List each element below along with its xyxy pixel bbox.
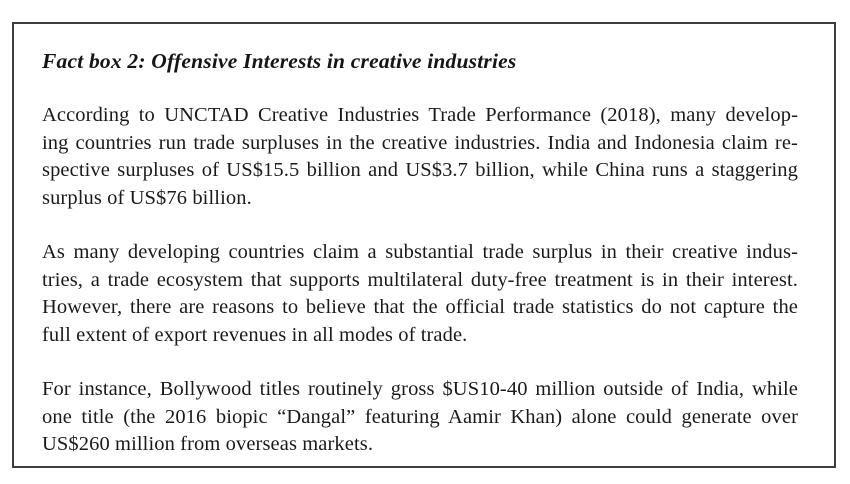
text-line: full extent of export revenues in all mo…	[42, 323, 468, 346]
text-line: spective surpluses of US$15.5 billion an…	[42, 159, 798, 181]
text-line: one title (the 2016 biopic “Dangal” feat…	[42, 405, 798, 428]
paragraph-3: For instance, Bollywood titles routinely…	[42, 376, 798, 459]
paragraph-1: According to UNCTAD Creative Industries …	[42, 102, 798, 212]
paragraph-2: As many developing countries claim a sub…	[42, 239, 798, 349]
text-line: However, there are reasons to believe th…	[42, 296, 798, 318]
text-line: For instance, Bollywood titles routinely…	[42, 378, 798, 400]
text-line: tries, a trade ecosystem that supports m…	[42, 268, 798, 291]
text-line: According to UNCTAD Creative Industries …	[42, 104, 798, 126]
fact-box: Fact box 2: Offensive Interests in creat…	[12, 22, 836, 468]
fact-box-title: Fact box 2: Offensive Interests in creat…	[42, 49, 517, 73]
text-line: ing countries run trade surpluses in the…	[42, 131, 798, 154]
text-line: surplus of US$76 billion.	[42, 186, 252, 209]
text-line: As many developing countries claim a sub…	[42, 241, 798, 263]
text-line: US$260 million from overseas markets.	[42, 433, 374, 455]
